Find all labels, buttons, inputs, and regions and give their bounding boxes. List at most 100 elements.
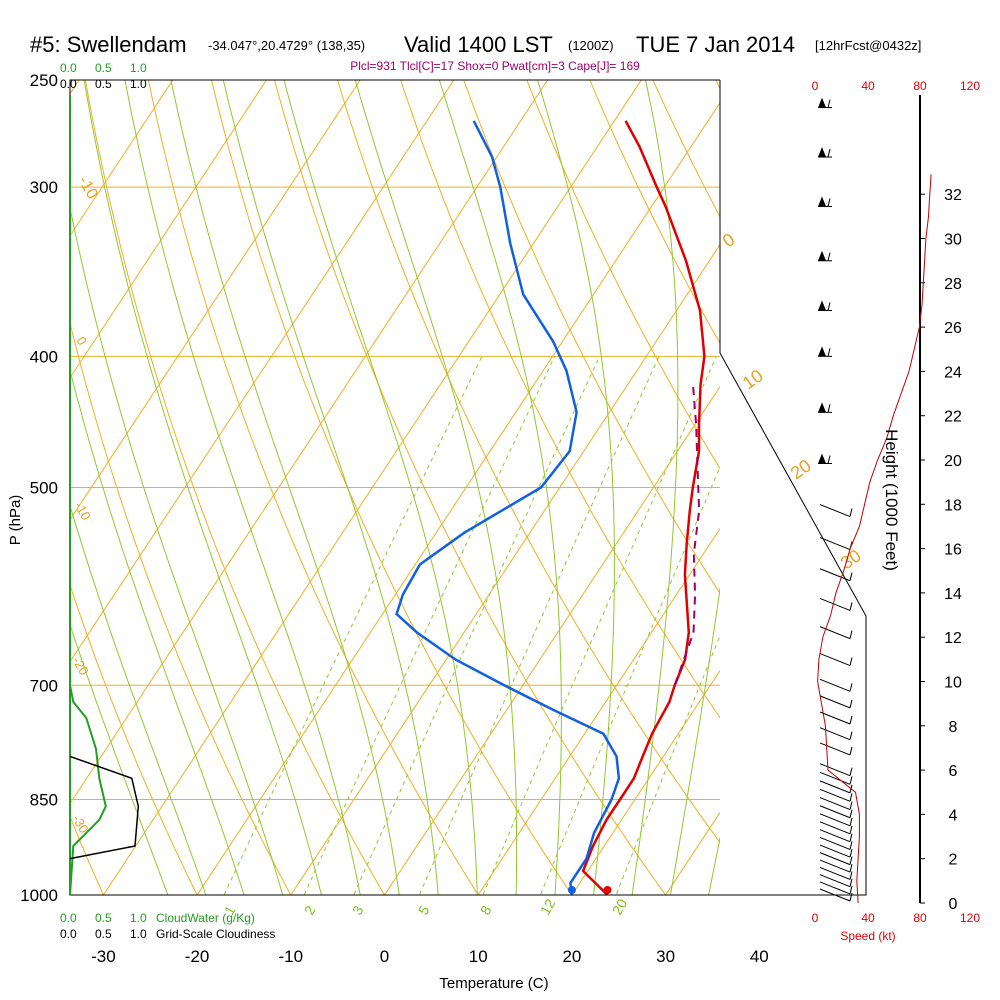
pressure-tick-300: 300 [30,178,58,197]
height-tick-14: 14 [944,586,962,603]
wind-barb-tick [827,302,831,311]
title-station: #5: Swellendam [30,32,187,57]
wind-barb-tick [849,715,853,725]
wind-barb-staff [819,788,851,802]
cloudwater-top-05: 0.5 [95,61,112,75]
height-tick-28: 28 [944,276,962,293]
wind-barb [819,626,853,640]
wind-barb [819,805,853,819]
temperature-tick-20: 20 [562,947,581,966]
isotherm-label-m10-left: -10 [71,499,93,523]
wind-barb-staff [819,568,851,582]
wind-barb-staff [819,821,851,835]
cloudiness-top-10: 1.0 [130,77,147,91]
isotherm--30 [102,80,642,895]
wind-barb-flag [818,300,826,311]
wind-barb-tick [827,148,831,158]
speed-tick-bottom-40: 40 [861,911,875,925]
height-tick-30: 30 [944,232,962,249]
wind-barb-tick [827,252,831,261]
moist-adiabat--8 [70,205,284,895]
wind-barb-staff [819,836,851,850]
title-date: TUE 7 Jan 2014 [636,32,795,57]
wind-barb [819,727,853,741]
dry-adiabat-lines [70,80,720,895]
moist-adiabat--4 [83,80,322,895]
temperature-tick-10: 10 [469,947,488,966]
wind-barb-tick [827,404,831,413]
wind-barb [819,653,853,667]
wind-barb-staff [819,797,851,811]
speed-axis-label: Speed (kt) [840,929,895,943]
title-zulu: (1200Z) [568,38,614,53]
wind-barb-tick [849,863,853,873]
wind-barb [819,763,853,777]
wind-barb-tick [849,683,853,692]
wind-barb [819,597,853,611]
wind-barb-staff [819,695,851,709]
mixing-ratio-label-3: 3 [349,903,367,918]
speed-tick-bottom-120: 120 [960,911,980,925]
mixing-ratio-label-2: 2 [301,903,319,918]
mixing-ratio-label-12: 12 [537,896,559,918]
wind-barb-flag [818,346,826,357]
wind-barb-flag [818,147,826,158]
mixing-ratio-lines [223,356,720,895]
isotherm-40 [740,56,1000,924]
isobar-lines [70,80,720,895]
dry-adiabat-70 [526,80,720,470]
height-tick-10: 10 [944,675,962,692]
speed-tick-top-40: 40 [861,79,875,93]
wind-barb-staff [819,813,851,827]
wind-barb-tick [849,825,853,834]
dewpoint-line [395,120,621,895]
surface-dewpoint-dot [567,886,576,894]
cloudwater-top-10: 1.0 [130,61,147,75]
dry-adiabat-20 [210,80,573,895]
wind-barb [818,402,832,413]
wind-barb [818,300,832,311]
isotherm--20 [196,101,720,895]
wind-barb-staff [819,852,851,866]
wind-speed-line [817,174,932,904]
wind-barb [819,852,853,866]
plot-area [0,56,1000,924]
parcel-line [673,384,701,686]
isotherm--100 [0,56,1,924]
wind-barb-flag [818,250,826,261]
wind-barb [819,742,853,756]
speed-tick-top-0: 0 [812,79,819,93]
wind-barb-staff [819,626,851,640]
mixing-ratio-20 [615,634,720,895]
wind-barb-tick [849,841,853,850]
height-axis-label: Height (1000 Feet) [882,429,901,571]
wind-barb-staff [819,866,851,880]
isotherm--70 [70,80,268,379]
moist-adiabat-0 [124,80,361,895]
wind-barb-flag [818,97,826,108]
wind-barb-staff [819,844,851,858]
wind-barb-staff [819,805,851,819]
mixing-ratio-label-20: 20 [609,896,631,918]
cloudiness-bottom-0: 0.0 [60,927,77,941]
wind-barb [819,504,853,518]
wind-barb-staff [819,711,851,725]
wind-barb [818,147,832,158]
wind-barb-tick [849,699,853,708]
isotherm-label-20: 20 [787,455,815,483]
temperature-line [581,120,706,895]
isotherm-30 [665,811,720,895]
wind-barb-staff [819,537,851,550]
temperature-axis-label: Temperature (C) [439,975,548,992]
title-valid: Valid 1400 LST [404,32,553,57]
height-tick-2: 2 [949,852,958,869]
dry-adiabat-80 [589,80,720,345]
cloud-water-line [69,685,107,896]
cloudiness-bottom-05: 0.5 [95,927,112,941]
wind-barb-staff [819,653,851,667]
wind-barb-staff [819,678,851,692]
wind-barbs [818,97,853,902]
wind-barb-tick [849,776,853,785]
